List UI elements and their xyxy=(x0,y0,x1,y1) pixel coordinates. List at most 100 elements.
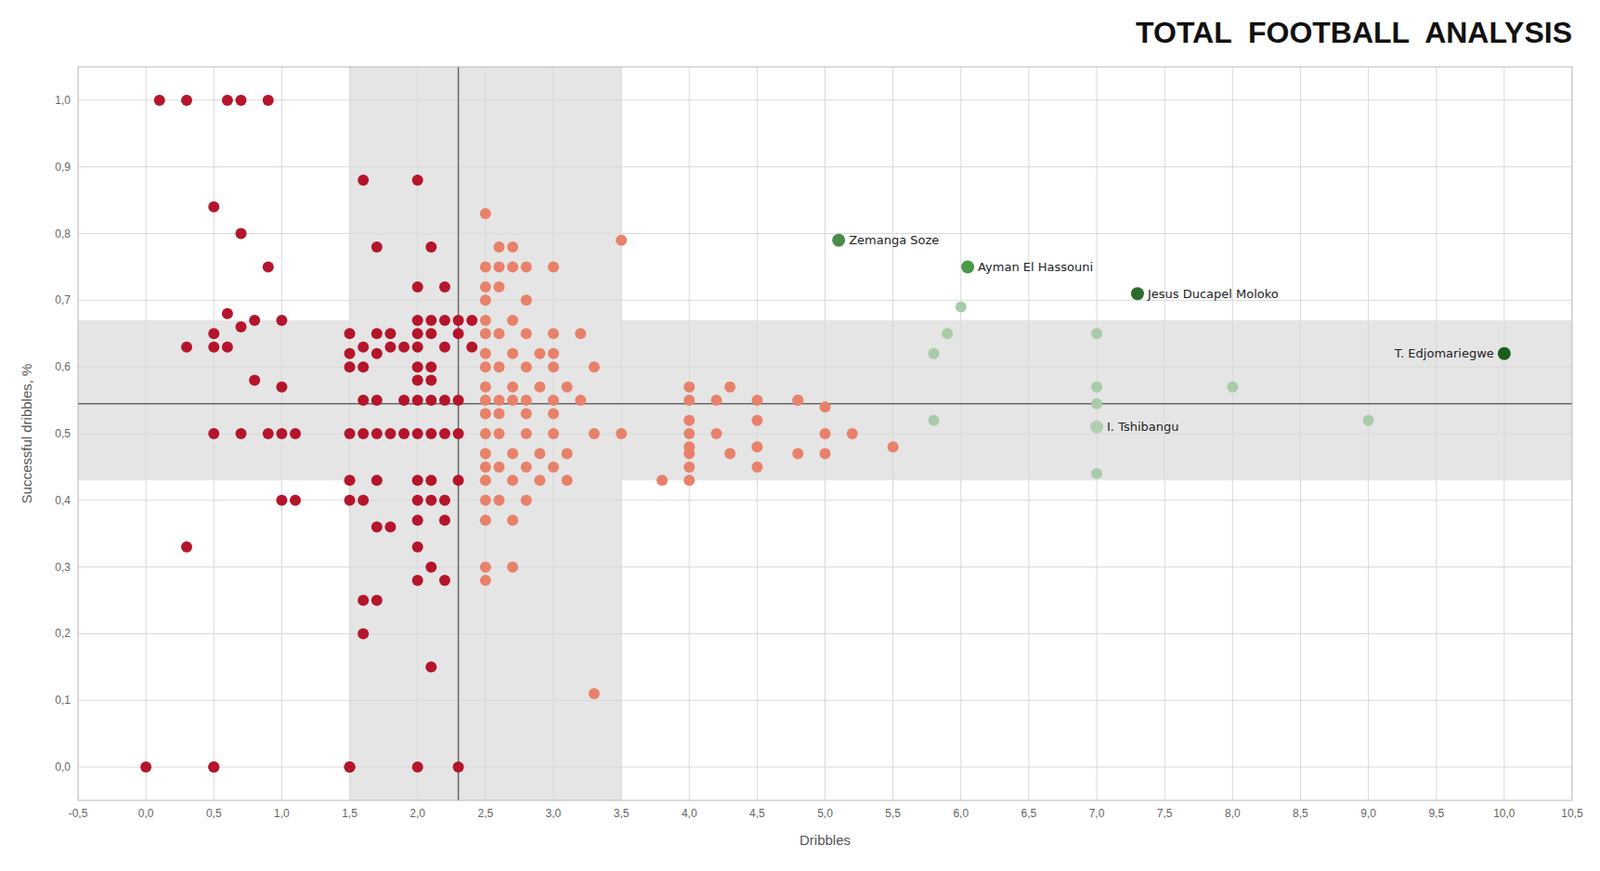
point xyxy=(480,348,492,360)
point xyxy=(221,308,234,320)
point xyxy=(547,260,560,273)
point xyxy=(533,381,546,393)
point xyxy=(248,375,261,387)
point xyxy=(493,461,505,473)
y-tick-label: 0,8 xyxy=(54,227,71,241)
point xyxy=(412,327,424,339)
y-tick-label: 0,9 xyxy=(54,160,71,174)
point xyxy=(439,314,451,326)
point xyxy=(480,574,492,586)
point xyxy=(520,294,533,306)
point xyxy=(493,494,505,507)
grid-line-y xyxy=(78,366,1573,368)
point xyxy=(792,394,804,406)
point xyxy=(561,381,573,393)
x-tick-label: 8,0 xyxy=(1224,806,1241,820)
point xyxy=(493,260,505,273)
point xyxy=(453,474,465,486)
point xyxy=(480,281,492,293)
x-tick-label: 1,0 xyxy=(273,806,290,820)
point xyxy=(941,327,953,339)
point-label: Jesus Ducapel Moloko xyxy=(1146,286,1279,301)
point xyxy=(493,361,505,373)
point xyxy=(344,494,356,507)
x-tick-label: -0,5 xyxy=(68,806,89,820)
labeled-point xyxy=(1497,347,1511,361)
point xyxy=(520,428,533,440)
point xyxy=(480,260,492,273)
point xyxy=(493,327,505,339)
point xyxy=(656,474,668,486)
x-tick-label: 10,5 xyxy=(1560,806,1584,820)
point xyxy=(439,281,451,293)
point xyxy=(533,448,546,460)
point xyxy=(520,407,533,419)
point xyxy=(357,361,369,373)
point xyxy=(453,314,465,326)
grid-line-y xyxy=(78,499,1573,501)
point xyxy=(371,241,383,253)
point xyxy=(412,474,424,486)
point xyxy=(398,428,410,440)
point xyxy=(357,494,369,507)
point xyxy=(588,361,600,373)
point xyxy=(751,394,763,406)
point xyxy=(507,561,519,573)
point xyxy=(412,494,424,507)
point xyxy=(480,561,492,573)
point xyxy=(683,461,695,473)
point xyxy=(1091,381,1103,393)
point xyxy=(275,381,287,393)
point xyxy=(466,314,478,326)
point xyxy=(384,521,396,534)
point-label: T. Edjomariegwe xyxy=(1393,346,1495,361)
x-tick-label: 7,0 xyxy=(1089,806,1106,820)
point xyxy=(398,341,410,353)
point xyxy=(357,394,369,406)
x-tick-label: 3,5 xyxy=(613,806,630,820)
point xyxy=(1091,398,1103,410)
point xyxy=(235,228,248,240)
point xyxy=(520,327,533,339)
x-tick-label: 2,5 xyxy=(477,806,494,820)
point xyxy=(357,341,369,353)
point xyxy=(792,394,804,406)
series xyxy=(480,208,899,700)
point xyxy=(751,441,763,453)
y-tick-label: 0,4 xyxy=(54,494,71,508)
point xyxy=(371,521,383,534)
plot-frame xyxy=(78,66,1573,801)
y-tick-label: 0,6 xyxy=(54,360,71,374)
y-tick-label: 0,5 xyxy=(54,427,71,441)
point xyxy=(453,761,465,773)
point-label: Zemanga Soze xyxy=(848,233,939,248)
point xyxy=(480,208,492,220)
point xyxy=(520,494,533,507)
point xyxy=(887,441,899,453)
x-tick-label: 9,0 xyxy=(1360,806,1377,820)
point xyxy=(453,394,465,406)
point xyxy=(425,361,437,373)
point xyxy=(425,314,437,326)
point xyxy=(412,514,424,526)
point xyxy=(425,661,437,673)
point xyxy=(154,94,166,106)
point xyxy=(262,94,274,106)
point xyxy=(507,314,519,326)
point xyxy=(507,241,519,253)
grid-line-y xyxy=(78,233,1573,235)
x-tick-label: 5,5 xyxy=(884,806,901,820)
point xyxy=(480,294,492,306)
point xyxy=(520,394,533,406)
point xyxy=(181,541,193,553)
point xyxy=(928,348,940,360)
point xyxy=(140,761,152,773)
point xyxy=(344,348,356,360)
grid-line-y xyxy=(78,767,1573,768)
point xyxy=(819,401,832,413)
point xyxy=(371,595,383,607)
point xyxy=(507,394,519,406)
title: TOTAL FOOTBALL ANALYSIS xyxy=(1135,15,1573,50)
point xyxy=(275,494,287,507)
point xyxy=(384,428,396,440)
